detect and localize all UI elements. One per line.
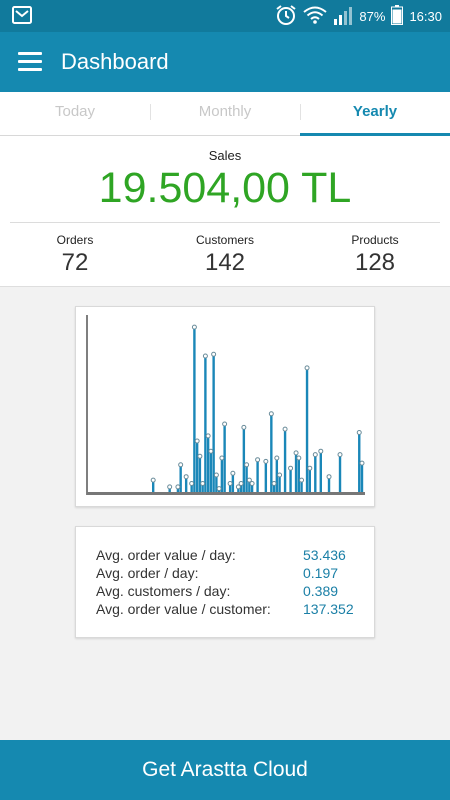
chart-point <box>194 438 200 444</box>
tab-monthly[interactable]: Monthly <box>150 92 300 135</box>
avg-label: Avg. customers / day: <box>96 583 231 599</box>
chart-point <box>175 484 181 490</box>
customers-label: Customers <box>195 233 254 247</box>
chart-point <box>299 477 305 483</box>
wifi-icon <box>303 6 328 27</box>
chart-point <box>255 457 261 463</box>
chart-point <box>274 455 280 461</box>
sales-chart <box>86 315 365 495</box>
chart-point <box>235 484 241 490</box>
products-value: 128 <box>354 249 396 276</box>
chart-point <box>238 481 244 486</box>
battery-icon <box>391 4 404 28</box>
sales-summary: Sales 19.504,00 TL Orders 72 Customers 1… <box>0 136 450 287</box>
chart-point <box>191 324 197 330</box>
chart-point <box>337 452 343 458</box>
stat-products: Products 128 <box>315 233 435 277</box>
sales-value: 19.504,00 TL <box>98 164 352 212</box>
chart-point <box>263 458 269 464</box>
chart-point <box>197 453 203 459</box>
avg-value: 137.352 <box>303 601 354 617</box>
orders-label: Orders <box>56 233 94 247</box>
chart-point <box>312 452 318 458</box>
chart-point <box>227 481 233 486</box>
chart-point <box>277 472 283 478</box>
chart-point <box>288 465 294 471</box>
stat-orders: Orders 72 <box>15 233 135 277</box>
chart-point <box>356 430 362 435</box>
chart-point <box>202 353 208 359</box>
hamburger-menu-icon[interactable] <box>18 52 42 72</box>
sales-chart-card <box>75 306 375 507</box>
chart-point <box>241 424 247 430</box>
chart-point <box>216 486 222 492</box>
customers-value: 142 <box>204 249 246 276</box>
get-arastta-cloud-button[interactable]: Get Arastta Cloud <box>0 740 450 800</box>
orders-value: 72 <box>61 249 89 276</box>
chart-point <box>307 465 313 471</box>
tab-today[interactable]: Today <box>54 103 96 120</box>
signal-icon <box>333 5 353 28</box>
status-bar: 87% 16:30 <box>0 0 450 32</box>
chart-point <box>150 477 156 483</box>
avg-value: 53.436 <box>303 547 346 563</box>
sales-label: Sales <box>208 148 242 163</box>
chart-point <box>230 470 236 476</box>
x-axis-baseline <box>87 492 365 495</box>
chart-point <box>200 481 206 486</box>
chart-point <box>205 433 211 439</box>
app-bar: Dashboard <box>0 32 450 92</box>
chart-point <box>318 448 324 454</box>
avg-value: 0.389 <box>303 583 339 599</box>
chart-point <box>268 411 274 417</box>
avg-label: Avg. order / day: <box>96 565 199 581</box>
stat-customers: Customers 142 <box>165 233 285 277</box>
chart-point <box>271 481 277 486</box>
chart-point <box>246 477 252 483</box>
chart-point <box>183 474 189 480</box>
avg-value: 0.197 <box>303 565 339 581</box>
divider <box>10 222 440 223</box>
avg-label: Avg. order value / customer: <box>96 601 271 617</box>
chart-point <box>189 481 195 486</box>
chart-point <box>282 426 288 432</box>
period-tabs: Today Monthly Yearly <box>0 92 450 137</box>
chart-point <box>222 421 228 427</box>
battery-percent: 87% <box>359 8 386 24</box>
chart-point <box>326 474 332 480</box>
chart-point <box>208 448 214 454</box>
chart-point <box>244 462 250 468</box>
chart-point <box>213 472 219 478</box>
chart-point <box>249 481 255 486</box>
chart-point <box>296 455 302 461</box>
clock-time: 16:30 <box>409 8 442 24</box>
chart-point <box>211 351 217 357</box>
chart-point <box>219 455 225 461</box>
chart-point <box>359 460 365 466</box>
tab-yearly[interactable]: Yearly <box>300 92 450 137</box>
chart-point <box>178 462 184 468</box>
chart-point <box>167 484 173 490</box>
gmail-icon <box>12 6 32 29</box>
page-title: Dashboard <box>61 49 169 74</box>
averages-card: Avg. order value / day: 53.436 Avg. orde… <box>75 526 375 638</box>
chart-point <box>293 450 299 456</box>
alarm-icon <box>275 4 297 29</box>
avg-label: Avg. order value / day: <box>96 547 236 563</box>
products-label: Products <box>351 233 399 247</box>
chart-point <box>304 365 310 371</box>
